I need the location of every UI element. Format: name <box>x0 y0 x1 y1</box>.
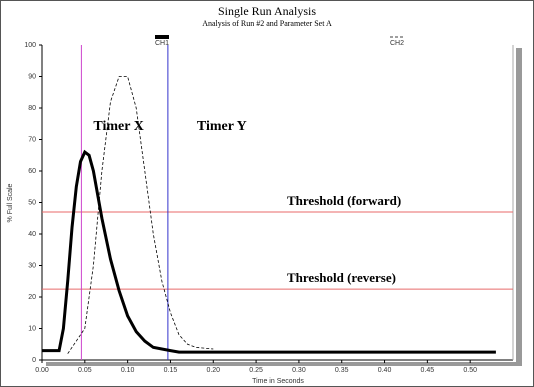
x-tick-label: 0.30 <box>292 367 306 374</box>
x-tick-label: 0.05 <box>78 367 92 374</box>
threshold-label: Threshold (forward) <box>287 193 401 208</box>
y-tick-label: 10 <box>28 325 36 332</box>
y-tick-label: 80 <box>28 105 36 112</box>
shadow <box>516 48 522 366</box>
y-tick-label: 0 <box>32 357 36 364</box>
cursor-label: Timer Y <box>197 119 247 134</box>
series-line <box>42 149 496 354</box>
x-tick-label: 0.50 <box>463 367 477 374</box>
cursor-label: Timer X <box>93 119 143 134</box>
y-axis-label: % Full Scale <box>7 183 14 222</box>
y-tick-label: 90 <box>28 73 36 80</box>
y-tick-label: 60 <box>28 168 36 175</box>
x-tick-label: 0.00 <box>35 367 49 374</box>
y-tick-label: 70 <box>28 136 36 143</box>
x-tick-label: 0.20 <box>206 367 220 374</box>
y-tick-label: 20 <box>28 294 36 301</box>
chart-title: Single Run Analysis <box>218 4 316 18</box>
y-tick-label: 100 <box>24 42 36 49</box>
legend-label: CH2 <box>390 40 404 47</box>
x-tick-label: 0.25 <box>249 367 263 374</box>
y-tick-label: 30 <box>28 262 36 269</box>
threshold-label: Threshold (reverse) <box>287 270 396 285</box>
y-tick-label: 40 <box>28 231 36 238</box>
shadow <box>46 362 522 366</box>
legend-label: CH1 <box>155 40 169 47</box>
x-tick-label: 0.15 <box>164 367 178 374</box>
x-tick-label: 0.45 <box>421 367 435 374</box>
chart-subtitle: Analysis of Run #2 and Parameter Set A <box>202 19 332 28</box>
series-line <box>67 76 214 354</box>
x-tick-label: 0.40 <box>378 367 392 374</box>
y-tick-label: 50 <box>28 199 36 206</box>
x-tick-label: 0.10 <box>121 367 135 374</box>
x-axis-label: Time in Seconds <box>252 378 304 385</box>
x-tick-label: 0.35 <box>335 367 349 374</box>
